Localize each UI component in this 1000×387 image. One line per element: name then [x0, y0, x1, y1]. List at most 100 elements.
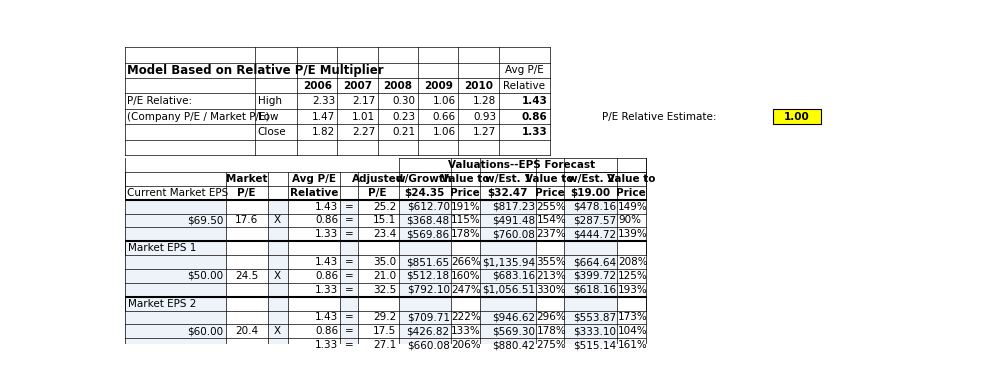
Text: 1.33: 1.33: [315, 229, 338, 239]
Text: 2008: 2008: [383, 81, 412, 91]
Text: Relative: Relative: [503, 81, 545, 91]
Text: 104%: 104%: [618, 326, 648, 336]
Text: 2009: 2009: [424, 81, 453, 91]
Text: 222%: 222%: [451, 312, 481, 322]
Text: $333.10: $333.10: [573, 326, 616, 336]
Bar: [268, 200, 288, 352]
Bar: [773, 109, 821, 124]
Text: $491.48: $491.48: [492, 216, 535, 226]
Text: 355%: 355%: [537, 257, 566, 267]
Text: 1.28: 1.28: [473, 96, 496, 106]
Text: 1.43: 1.43: [315, 257, 338, 267]
Text: 35.0: 35.0: [373, 257, 396, 267]
Text: X: X: [274, 326, 281, 336]
Text: 1.43: 1.43: [315, 312, 338, 322]
Text: 15.1: 15.1: [373, 216, 396, 226]
Text: 178%: 178%: [537, 326, 566, 336]
Text: $24.35: $24.35: [404, 188, 444, 198]
Text: $1,135.94: $1,135.94: [482, 257, 535, 267]
Text: 27.1: 27.1: [373, 340, 396, 350]
Text: 23.4: 23.4: [373, 229, 396, 239]
Text: 133%: 133%: [451, 326, 481, 336]
Bar: [564, 200, 617, 352]
Text: Value to: Value to: [441, 174, 489, 184]
Text: Market: Market: [226, 174, 267, 184]
Bar: [399, 200, 450, 352]
Text: 17.6: 17.6: [235, 216, 258, 226]
Text: 0.86: 0.86: [315, 271, 338, 281]
Text: 149%: 149%: [618, 202, 648, 212]
Text: 2006: 2006: [303, 81, 332, 91]
Text: 1.43: 1.43: [315, 202, 338, 212]
Text: $512.18: $512.18: [407, 271, 450, 281]
Text: $660.08: $660.08: [407, 340, 450, 350]
Text: 0.86: 0.86: [315, 216, 338, 226]
Text: 275%: 275%: [537, 340, 566, 350]
Text: P/E: P/E: [237, 188, 256, 198]
Text: $709.71: $709.71: [407, 312, 450, 322]
Text: $287.57: $287.57: [573, 216, 616, 226]
Text: 0.66: 0.66: [433, 111, 456, 122]
Text: Market EPS 2: Market EPS 2: [128, 299, 196, 308]
Text: $612.70: $612.70: [407, 202, 450, 212]
Text: $817.23: $817.23: [492, 202, 535, 212]
Text: $553.87: $553.87: [573, 312, 616, 322]
Text: 154%: 154%: [537, 216, 566, 226]
Text: Close: Close: [258, 127, 286, 137]
Text: $426.82: $426.82: [407, 326, 450, 336]
Text: 173%: 173%: [618, 312, 648, 322]
Text: =: =: [345, 285, 353, 295]
Text: 2.27: 2.27: [352, 127, 375, 137]
Text: 330%: 330%: [537, 285, 566, 295]
Text: 1.01: 1.01: [352, 111, 375, 122]
Text: 237%: 237%: [537, 229, 566, 239]
Text: 20.4: 20.4: [235, 326, 258, 336]
Text: 2.17: 2.17: [352, 96, 375, 106]
Text: $792.10: $792.10: [407, 285, 450, 295]
Text: 1.33: 1.33: [315, 285, 338, 295]
Text: 2.33: 2.33: [312, 96, 335, 106]
Text: Low: Low: [258, 111, 278, 122]
Text: $1,056.51: $1,056.51: [482, 285, 535, 295]
Text: 0.30: 0.30: [393, 96, 416, 106]
Text: 191%: 191%: [451, 202, 481, 212]
Text: P/E: P/E: [368, 188, 387, 198]
Text: Value to: Value to: [607, 174, 655, 184]
Text: $69.50: $69.50: [187, 216, 223, 226]
Text: 1.47: 1.47: [312, 111, 335, 122]
Text: 25.2: 25.2: [373, 202, 396, 212]
Text: 206%: 206%: [451, 340, 481, 350]
Text: $50.00: $50.00: [187, 271, 223, 281]
Text: 29.2: 29.2: [373, 312, 396, 322]
Text: $880.42: $880.42: [492, 340, 535, 350]
Text: =: =: [345, 202, 353, 212]
Text: $569.30: $569.30: [492, 326, 535, 336]
Text: 1.33: 1.33: [522, 127, 547, 137]
Text: Relative: Relative: [290, 188, 338, 198]
Text: Avg P/E: Avg P/E: [505, 65, 544, 75]
Text: 1.00: 1.00: [784, 111, 810, 122]
Text: $478.16: $478.16: [573, 202, 616, 212]
Text: 21.0: 21.0: [373, 271, 396, 281]
Text: w/Est. 2: w/Est. 2: [568, 174, 614, 184]
Text: Valuations--EPS Forecast: Valuations--EPS Forecast: [448, 160, 595, 170]
Text: Model Based on Relative P/E Multiplier: Model Based on Relative P/E Multiplier: [127, 64, 384, 77]
Text: 0.86: 0.86: [315, 326, 338, 336]
Text: X: X: [274, 271, 281, 281]
Text: $569.86: $569.86: [407, 229, 450, 239]
Text: w/Est. 1: w/Est. 1: [485, 174, 531, 184]
Text: 2010: 2010: [464, 81, 493, 91]
Text: $444.72: $444.72: [573, 229, 616, 239]
Text: w/Growth: w/Growth: [396, 174, 452, 184]
Text: 266%: 266%: [451, 257, 481, 267]
Text: P/E Relative:: P/E Relative:: [127, 96, 192, 106]
Text: 208%: 208%: [618, 257, 648, 267]
Text: $19.00: $19.00: [571, 188, 611, 198]
Text: 193%: 193%: [618, 285, 648, 295]
Text: Avg P/E: Avg P/E: [292, 174, 336, 184]
Text: 1.33: 1.33: [315, 340, 338, 350]
Text: 296%: 296%: [537, 312, 566, 322]
Text: =: =: [345, 326, 353, 336]
Text: 0.86: 0.86: [522, 111, 547, 122]
Text: =: =: [345, 271, 353, 281]
